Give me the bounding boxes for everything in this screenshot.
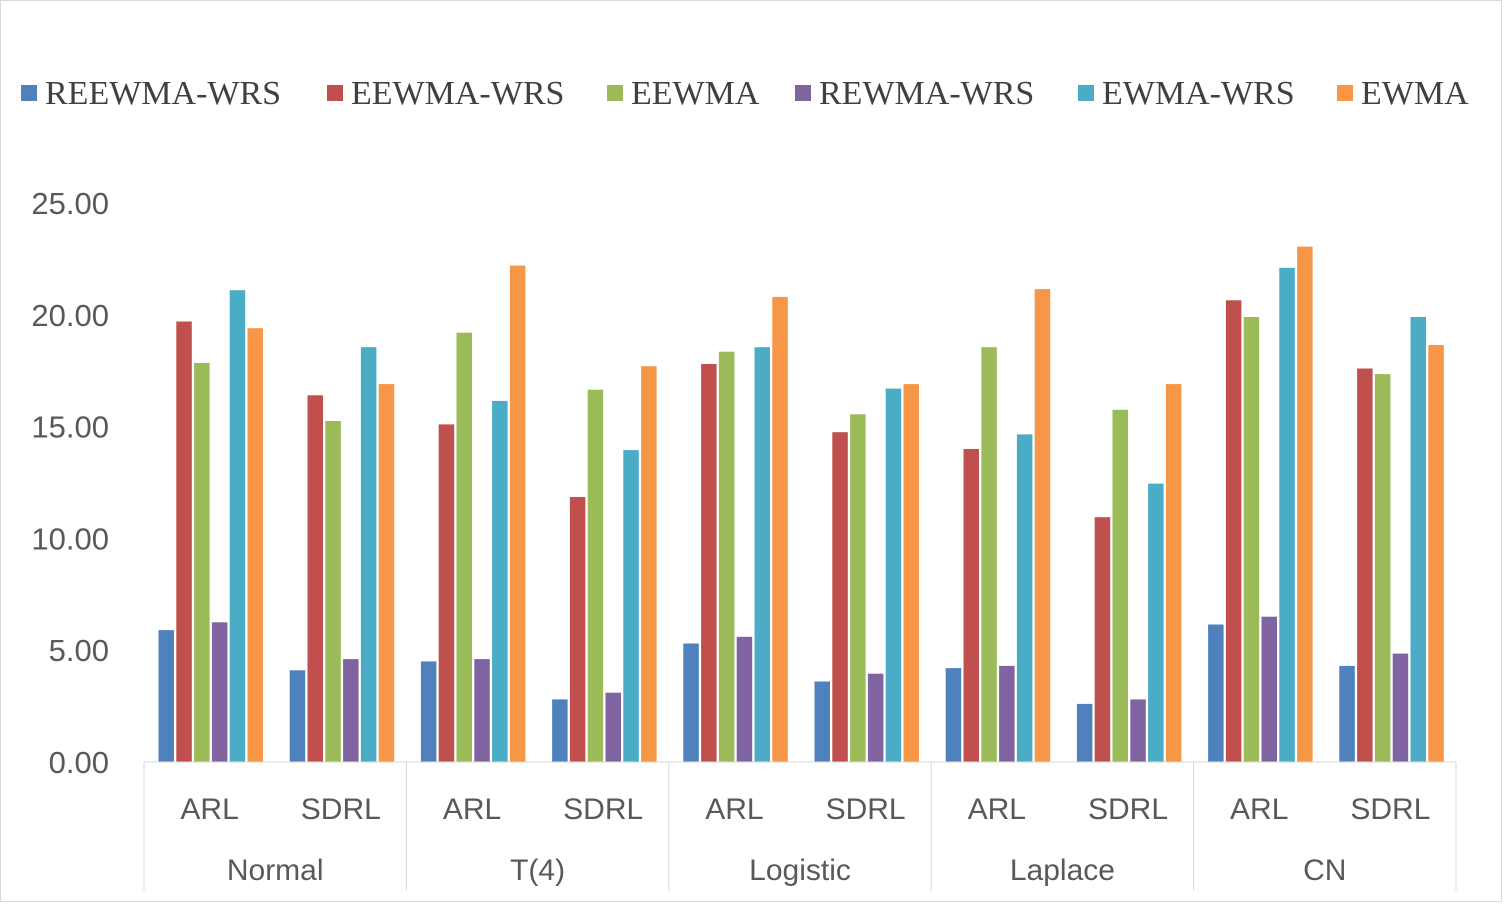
- legend: REEWMA-WRS EEWMA-WRS EEWMA REWMA-WRS EWMA-WR…: [21, 75, 1469, 112]
- group-label-laplace: Laplace: [1010, 854, 1115, 887]
- x-tick-label-laplace-arl: ARL: [968, 793, 1026, 826]
- bar-ewma-wrs-logistic-arl: [754, 347, 770, 762]
- bar-ewma-laplace-sdrl: [1165, 384, 1182, 762]
- bar-rewma-wrs-normal-arl: [211, 622, 228, 763]
- y-tick-label: 10.00: [31, 521, 109, 556]
- y-tick-label: 0.00: [49, 745, 109, 780]
- bar-eewma-laplace-sdrl: [1112, 409, 1128, 762]
- bar-rewma-wrs-t-4-sdrl: [605, 692, 621, 762]
- x-tick-label-cn-arl: ARL: [1230, 793, 1288, 826]
- legend-swatch-ewma: [1337, 85, 1353, 101]
- bar-eewma-wrs-cn-arl: [1225, 300, 1242, 762]
- bar-ewma-logistic-arl: [772, 296, 788, 762]
- group-label-cn: CN: [1303, 854, 1346, 887]
- bar-rewma-wrs-logistic-sdrl: [867, 673, 884, 762]
- bar-ewma-wrs-normal-arl: [229, 290, 246, 762]
- bar-eewma-t-4-arl: [456, 332, 472, 762]
- bar-reewma-wrs-normal-arl: [158, 630, 174, 762]
- legend-swatch-eewma-wrs: [327, 85, 343, 101]
- bar-eewma-normal-arl: [194, 362, 210, 762]
- bar-eewma-wrs-normal-arl: [176, 321, 192, 762]
- bar-ewma-wrs-laplace-arl: [1016, 434, 1033, 762]
- x-tick-label-t-4-sdrl: SDRL: [563, 793, 643, 826]
- bar-reewma-wrs-normal-sdrl: [289, 670, 306, 762]
- legend-label-ewma-wrs: EWMA-WRS: [1102, 75, 1295, 112]
- x-axis: ARL SDRL ARL SDRL ARL SDRL ARL SDRL ARL SDRL Norma…: [143, 761, 1457, 891]
- legend-label-eewma-wrs: EEWMA-WRS: [351, 75, 564, 112]
- x-tick-label-t-4-arl: ARL: [443, 793, 501, 826]
- bar-reewma-wrs-t-4-sdrl: [552, 699, 568, 762]
- bar-ewma-logistic-sdrl: [903, 384, 919, 762]
- legend-swatch-rewma-wrs: [795, 85, 811, 101]
- bar-rewma-wrs-logistic-arl: [736, 636, 753, 762]
- bar-reewma-wrs-laplace-arl: [945, 668, 962, 762]
- group-label-t-4: T(4): [510, 854, 565, 887]
- legend-label-ewma: EWMA: [1361, 75, 1469, 112]
- bar-eewma-wrs-t-4-arl: [438, 424, 455, 762]
- bar-eewma-wrs-t-4-sdrl: [569, 497, 586, 762]
- bar-ewma-t-4-sdrl: [641, 366, 657, 762]
- bar-eewma-wrs-normal-sdrl: [307, 395, 323, 762]
- bar-eewma-cn-arl: [1243, 317, 1260, 762]
- bar-eewma-logistic-sdrl: [850, 414, 866, 762]
- bar-ewma-wrs-t-4-sdrl: [623, 450, 639, 762]
- bar-eewma-t-4-sdrl: [587, 389, 604, 762]
- bar-ewma-t-4-arl: [509, 265, 526, 762]
- y-tick-label: 20.00: [31, 298, 109, 333]
- bar-eewma-logistic-arl: [718, 351, 735, 762]
- group-label-logistic: Logistic: [749, 854, 851, 887]
- y-tick-label: 15.00: [31, 410, 109, 445]
- bar-ewma-wrs-t-4-arl: [492, 400, 508, 762]
- bar-reewma-wrs-laplace-sdrl: [1076, 703, 1093, 762]
- bar-eewma-normal-sdrl: [325, 421, 341, 762]
- bar-reewma-wrs-cn-sdrl: [1339, 665, 1355, 762]
- bar-eewma-wrs-cn-sdrl: [1357, 368, 1373, 762]
- legend-label-eewma: EEWMA: [631, 75, 760, 112]
- y-tick-label: 5.00: [49, 633, 109, 668]
- bar-series: [158, 246, 1444, 763]
- bar-ewma-cn-arl: [1297, 246, 1313, 763]
- x-tick-label-logistic-arl: ARL: [705, 793, 763, 826]
- bar-ewma-cn-sdrl: [1428, 345, 1444, 762]
- legend-swatch-eewma: [607, 85, 623, 101]
- x-tick-label-cn-sdrl: SDRL: [1350, 793, 1430, 826]
- bar-ewma-wrs-laplace-sdrl: [1148, 483, 1164, 762]
- bar-reewma-wrs-t-4-arl: [420, 661, 437, 762]
- bar-ewma-laplace-arl: [1034, 289, 1051, 762]
- bar-eewma-laplace-arl: [981, 347, 997, 762]
- bar-reewma-wrs-logistic-arl: [683, 643, 699, 762]
- y-axis: 0.00 5.00 10.00 15.00 20.00 25.00: [31, 186, 109, 780]
- bar-ewma-normal-arl: [247, 328, 263, 762]
- legend-label-rewma-wrs: REWMA-WRS: [819, 75, 1034, 112]
- legend-label-reewma-wrs: REEWMA-WRS: [45, 75, 281, 112]
- x-tick-label-normal-sdrl: SDRL: [301, 793, 381, 826]
- x-tick-label-logistic-sdrl: SDRL: [826, 793, 906, 826]
- bar-eewma-wrs-logistic-arl: [701, 364, 717, 762]
- bar-reewma-wrs-logistic-sdrl: [814, 681, 830, 762]
- bar-eewma-wrs-logistic-sdrl: [832, 432, 848, 762]
- x-tick-label-normal-arl: ARL: [180, 793, 238, 826]
- x-tick-label-laplace-sdrl: SDRL: [1088, 793, 1168, 826]
- bar-ewma-wrs-cn-sdrl: [1410, 317, 1426, 762]
- legend-swatch-ewma-wrs: [1078, 85, 1094, 101]
- bar-ewma-wrs-cn-arl: [1279, 267, 1295, 762]
- bar-ewma-wrs-normal-sdrl: [360, 347, 377, 762]
- bar-reewma-wrs-cn-arl: [1208, 624, 1224, 762]
- group-label-normal: Normal: [227, 854, 324, 887]
- bar-ewma-normal-sdrl: [378, 384, 395, 762]
- bar-eewma-wrs-laplace-arl: [963, 449, 979, 762]
- bar-rewma-wrs-normal-sdrl: [343, 659, 359, 762]
- bar-rewma-wrs-cn-sdrl: [1392, 653, 1409, 762]
- bar-rewma-wrs-laplace-arl: [999, 665, 1015, 762]
- bar-rewma-wrs-t-4-arl: [474, 659, 490, 762]
- bar-ewma-wrs-logistic-sdrl: [885, 388, 902, 762]
- bar-rewma-wrs-cn-arl: [1261, 616, 1277, 762]
- y-tick-label: 25.00: [31, 186, 109, 221]
- bar-rewma-wrs-laplace-sdrl: [1130, 699, 1146, 762]
- legend-swatch-reewma-wrs: [21, 85, 37, 101]
- bar-eewma-wrs-laplace-sdrl: [1094, 517, 1111, 762]
- bar-eewma-cn-sdrl: [1374, 374, 1391, 762]
